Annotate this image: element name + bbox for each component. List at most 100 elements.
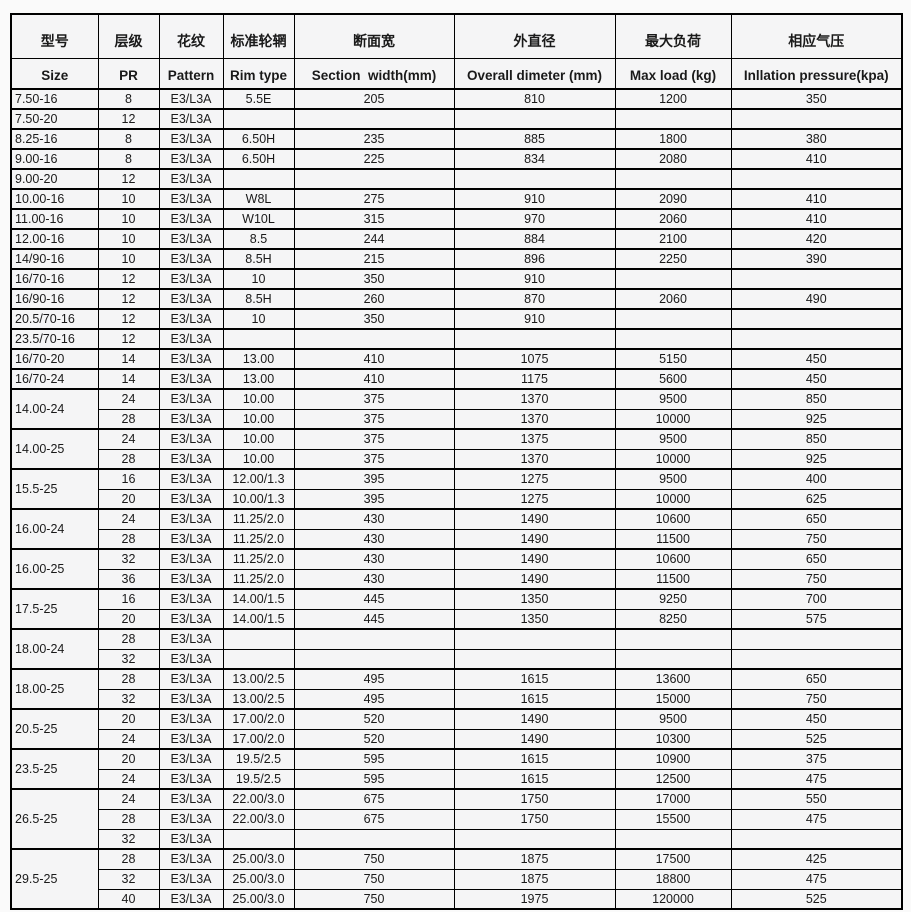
section-width-cell: 410 [293,368,455,390]
rim-type-cell: 22.00/3.0 [222,788,295,810]
rim-type-cell: 13.00 [222,368,295,390]
pattern-cell: E3/L3A [158,688,224,710]
section-width-cell: 595 [293,768,455,790]
pressure-cell: 850 [730,388,903,410]
pattern-cell: E3/L3A [158,648,224,670]
section-width-cell: 375 [293,388,455,410]
section-width-cell: 244 [293,228,455,250]
size-cell: 14.00-25 [10,428,99,470]
size-cell: 12.00-16 [10,228,99,250]
rim-type-cell: 13.00 [222,348,295,370]
max-load-cell: 120000 [614,888,732,910]
pattern-cell: E3/L3A [158,728,224,750]
table-row: 28 E3/L3A 22.00/3.0 675 1750 15500 475 [11,808,903,830]
pr-cell: 24 [97,728,160,750]
rim-type-cell [222,628,295,650]
table-row: 11.00-16 10 E3/L3A W10L 315 970 2060 410 [10,208,903,230]
pr-cell: 28 [97,808,160,830]
pattern-cell: E3/L3A [158,748,224,770]
pr-cell: 20 [97,708,160,730]
rim-type-cell: 19.5/2.5 [222,748,295,770]
table-row: 32 E3/L3A [11,648,903,670]
pattern-cell: E3/L3A [158,848,224,870]
table-row: 9.00-16 8 E3/L3A 6.50H 225 834 2080 410 [10,148,903,170]
pattern-cell: E3/L3A [158,468,224,490]
rim-type-cell: 5.5E [222,88,295,110]
overall-diameter-cell [453,828,616,850]
pr-cell: 16 [97,468,160,490]
rim-type-cell: 8.5 [222,228,295,250]
rim-type-cell: 10.00 [222,428,295,450]
max-load-cell: 8250 [614,608,732,630]
rim-type-cell: 19.5/2.5 [222,768,295,790]
max-load-cell: 2060 [614,288,732,310]
overall-diameter-cell [453,628,616,650]
rim-type-cell: 22.00/3.0 [222,808,295,830]
rim-type-cell: 10.00 [222,388,295,410]
header-en-section: Section width(mm) [293,57,455,90]
pr-cell: 24 [97,508,160,530]
max-load-cell [614,168,732,190]
pressure-cell: 420 [730,228,903,250]
pr-cell: 12 [97,168,160,190]
overall-diameter-cell [453,328,616,350]
size-cell: 16/70-16 [10,268,99,290]
max-load-cell: 15000 [614,688,732,710]
overall-diameter-cell: 1370 [453,408,616,430]
overall-diameter-cell: 1875 [453,868,616,890]
pr-cell: 12 [97,308,160,330]
pressure-cell: 390 [730,248,903,270]
section-width-cell: 350 [293,268,455,290]
overall-diameter-cell: 896 [453,248,616,270]
pattern-cell: E3/L3A [158,168,224,190]
table-row: 20.5-25 20 E3/L3A 17.00/2.0 520 1490 9500 450 [10,708,903,750]
pattern-cell: E3/L3A [158,368,224,390]
rim-type-cell: 13.00/2.5 [222,688,295,710]
table-row: 16/70-20 14 E3/L3A 13.00 410 1075 5150 450 [10,348,903,370]
rim-type-cell: 25.00/3.0 [222,848,295,870]
table-row: 16/70-24 14 E3/L3A 13.00 410 1175 5600 450 [10,368,903,390]
section-width-cell: 675 [293,808,455,830]
pressure-cell: 475 [730,808,903,830]
overall-diameter-cell: 834 [453,148,616,170]
table-row: 16.00-24 24 E3/L3A 11.25/2.0 430 1490 10600 650 [10,508,903,550]
header-zh-rim: 标准轮辋 [222,13,295,59]
section-width-cell: 430 [293,528,455,550]
section-width-cell: 750 [293,848,455,870]
max-load-cell [614,328,732,350]
max-load-cell: 10000 [614,408,732,430]
max-load-cell: 10600 [614,508,732,530]
section-width-cell: 445 [293,608,455,630]
pattern-cell: E3/L3A [158,888,224,910]
overall-diameter-cell: 1350 [453,608,616,630]
size-cell: 15.5-25 [10,468,99,510]
max-load-cell: 13600 [614,668,732,690]
section-width-cell [293,168,455,190]
max-load-cell [614,268,732,290]
section-width-cell: 215 [293,248,455,270]
table-row: 23.5/70-16 12 E3/L3A [10,328,903,350]
overall-diameter-cell: 1490 [453,508,616,530]
rim-type-cell: 11.25/2.0 [222,528,295,550]
header-en-diameter: Overall dimeter (mm) [453,57,616,90]
table-row: 24 E3/L3A 19.5/2.5 595 1615 12500 475 [11,768,903,790]
size-cell: 20.5/70-16 [10,308,99,330]
rim-type-cell: 17.00/2.0 [222,728,295,750]
header-en-pattern: Pattern [158,57,224,90]
section-width-cell: 350 [293,308,455,330]
size-cell: 23.5/70-16 [10,328,99,350]
pr-cell: 10 [97,208,160,230]
header-zh-diameter: 外直径 [453,13,616,59]
table-row: 26.5-25 24 E3/L3A 22.00/3.0 675 1750 17000 550 [10,788,903,850]
section-width-cell: 395 [293,468,455,490]
rim-type-cell [222,108,295,130]
max-load-cell: 17000 [614,788,732,810]
section-width-cell: 430 [293,508,455,530]
max-load-cell: 10000 [614,448,732,470]
section-width-cell: 375 [293,448,455,470]
max-load-cell [614,308,732,330]
section-width-cell [293,328,455,350]
rim-type-cell: 12.00/1.3 [222,468,295,490]
pr-cell: 40 [97,888,160,910]
pr-cell: 32 [97,648,160,670]
